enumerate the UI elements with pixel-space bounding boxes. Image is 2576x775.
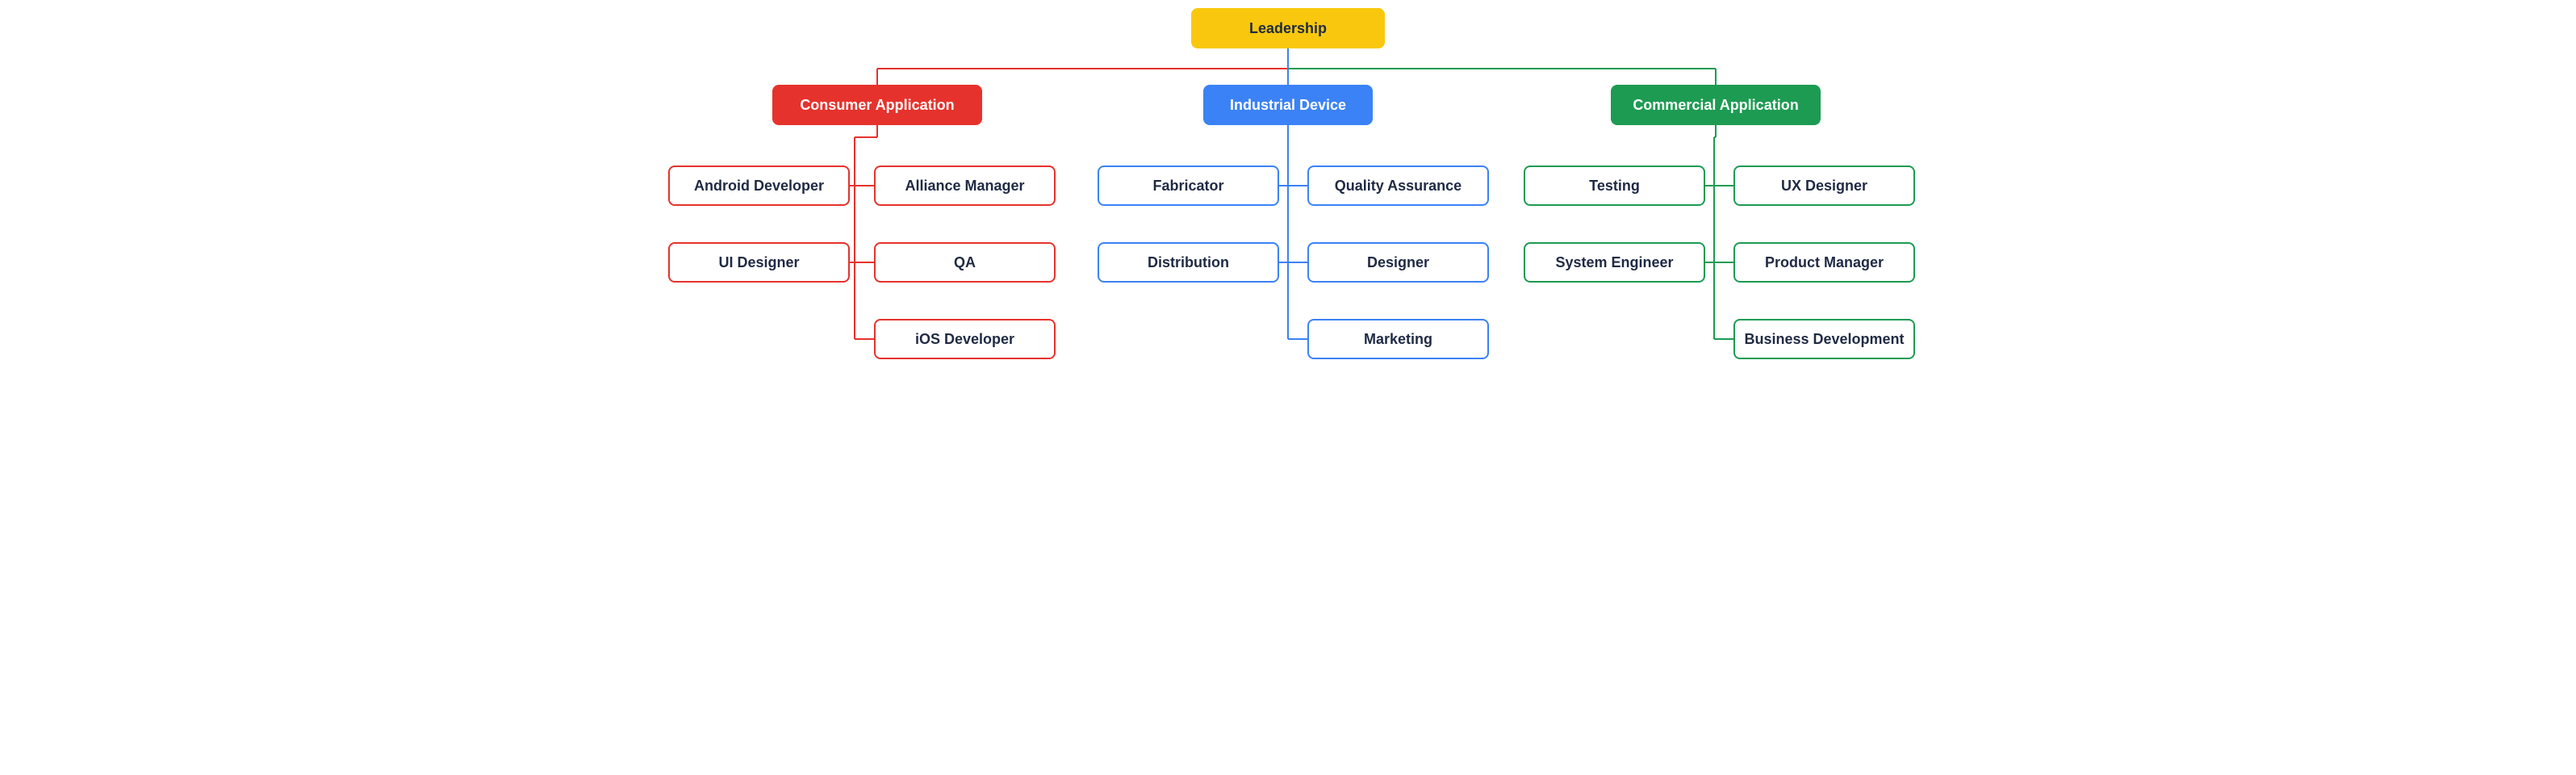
leaf-label: Distribution (1148, 254, 1229, 271)
root-label: Leadership (1249, 20, 1327, 37)
leaf-node: Product Manager (1733, 242, 1915, 283)
leaf-label: QA (954, 254, 976, 271)
branch-label: Industrial Device (1230, 97, 1346, 114)
leaf-label: Product Manager (1765, 254, 1884, 271)
leaf-label: Fabricator (1152, 178, 1223, 195)
leaf-label: iOS Developer (915, 331, 1014, 348)
leaf-label: Designer (1367, 254, 1429, 271)
leaf-label: UI Designer (718, 254, 799, 271)
leaf-node: Business Development (1733, 319, 1915, 359)
leaf-label: Testing (1589, 178, 1640, 195)
leaf-label: Quality Assurance (1335, 178, 1462, 195)
leaf-node: Alliance Manager (874, 165, 1056, 206)
leaf-node: QA (874, 242, 1056, 283)
leaf-label: Marketing (1364, 331, 1432, 348)
branch-header-industrial: Industrial Device (1203, 85, 1373, 125)
leaf-label: Business Development (1744, 331, 1904, 348)
leaf-node: UI Designer (668, 242, 850, 283)
leaf-label: Alliance Manager (905, 178, 1024, 195)
leaf-label: UX Designer (1781, 178, 1867, 195)
leaf-node: Quality Assurance (1307, 165, 1489, 206)
leaf-node: Distribution (1098, 242, 1279, 283)
branch-label: Commercial Application (1633, 97, 1798, 114)
leaf-node: Android Developer (668, 165, 850, 206)
leaf-node: iOS Developer (874, 319, 1056, 359)
leaf-node: System Engineer (1524, 242, 1705, 283)
branch-label: Consumer Application (800, 97, 954, 114)
branch-header-commercial: Commercial Application (1611, 85, 1821, 125)
leaf-node: Designer (1307, 242, 1489, 283)
leaf-node: Fabricator (1098, 165, 1279, 206)
leaf-node: UX Designer (1733, 165, 1915, 206)
branch-header-consumer: Consumer Application (772, 85, 982, 125)
leaf-label: Android Developer (694, 178, 824, 195)
leaf-label: System Engineer (1555, 254, 1673, 271)
root-node: Leadership (1191, 8, 1385, 48)
org-chart: Leadership Consumer Application Android De… (644, 0, 1932, 388)
leaf-node: Marketing (1307, 319, 1489, 359)
leaf-node: Testing (1524, 165, 1705, 206)
